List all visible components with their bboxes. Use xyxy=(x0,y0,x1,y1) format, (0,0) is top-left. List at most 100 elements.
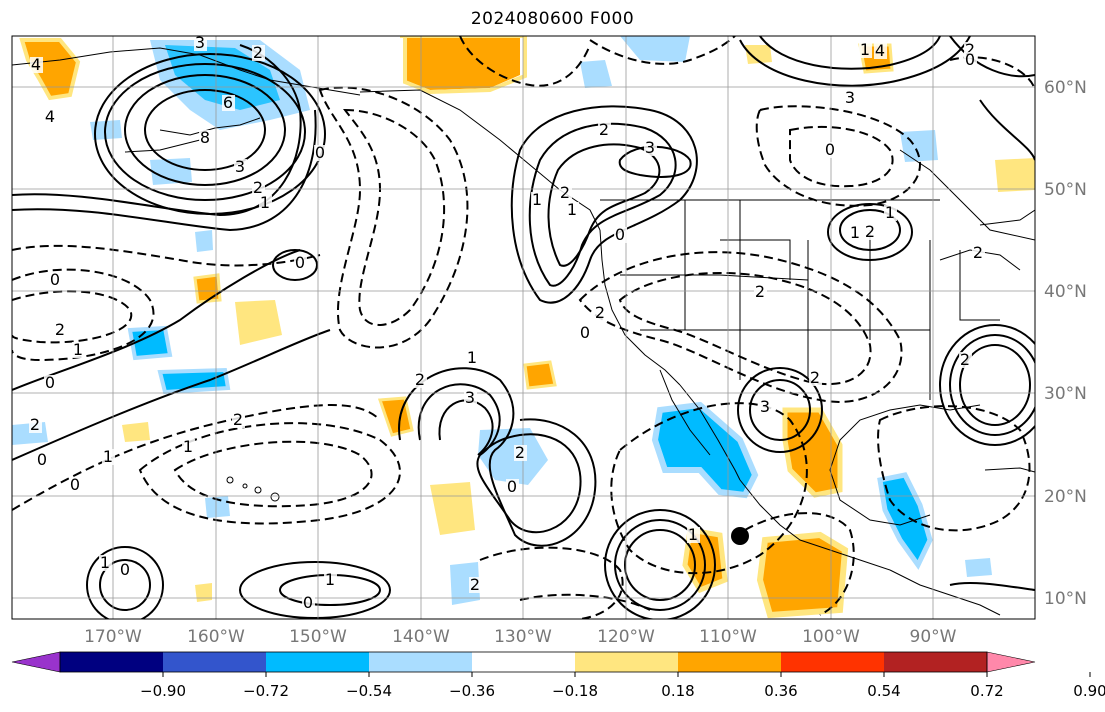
contour-label-bg xyxy=(579,325,592,341)
contour-label-bg xyxy=(234,159,247,175)
colorbar-bin xyxy=(472,652,576,672)
graticule xyxy=(12,36,1035,619)
contour-label-bg xyxy=(49,272,62,288)
contour-label-bg xyxy=(466,350,479,366)
colorbar-tick-label: −0.72 xyxy=(243,682,289,700)
contour-label: 2 xyxy=(253,178,263,197)
contour-label-bg xyxy=(102,449,115,465)
contour-label-bg xyxy=(824,142,837,158)
contour-label: 2 xyxy=(973,243,983,262)
contour-label-bg xyxy=(849,225,862,241)
lat-label: 50°N xyxy=(1044,180,1087,200)
contour-label-bg xyxy=(874,43,887,59)
colorbar-min-extend xyxy=(11,651,61,673)
shaded-anomalies xyxy=(12,36,1035,619)
contour-label: 1 xyxy=(850,223,860,242)
contour-label-bg xyxy=(469,577,482,593)
contour-label: 2 xyxy=(560,183,570,202)
contour-label-bg xyxy=(36,452,49,468)
storm-center-marker xyxy=(731,527,749,545)
contour-label-bg xyxy=(964,52,977,68)
contour-label-bg xyxy=(294,255,307,271)
contour-label: 2 xyxy=(253,43,263,62)
contour-label-bg xyxy=(644,140,657,156)
contour-label: 1 xyxy=(885,203,895,222)
contour-label: 1 xyxy=(260,193,270,212)
contour-label: 1 xyxy=(325,570,335,589)
lon-label: 160°W xyxy=(187,627,245,647)
contour-label-bg xyxy=(884,205,897,221)
contour-label: 2 xyxy=(965,40,975,59)
contour-label-bg xyxy=(506,479,519,495)
contour-label-bg xyxy=(531,192,544,208)
contour-label-bg xyxy=(182,439,195,455)
colorbar-bin xyxy=(266,652,370,672)
colorbar-bin xyxy=(60,652,164,672)
colorbar-tick-label: 0.72 xyxy=(970,682,1003,700)
contour-label-bg xyxy=(99,555,112,571)
contour-label-bg xyxy=(959,352,972,368)
contour-label-bg xyxy=(30,57,43,73)
contour-label: 0 xyxy=(120,560,130,579)
contour-label: 3 xyxy=(465,388,475,407)
contour-label: 0 xyxy=(315,143,325,162)
contour-label-bg xyxy=(464,390,477,406)
lat-label: 30°N xyxy=(1044,384,1087,404)
contour-label: 1 xyxy=(688,525,698,544)
contour-label: 1 xyxy=(73,340,83,359)
colorbar-bin xyxy=(575,652,679,672)
contour-label: 0 xyxy=(825,140,835,159)
contour-label: 1 xyxy=(100,553,110,572)
contour-label-bg xyxy=(302,595,315,611)
contour-label-bg xyxy=(844,90,857,106)
contour-label-bg xyxy=(864,224,877,240)
lon-axis: 170°W 160°W 150°W 140°W 130°W 120°W 110°… xyxy=(84,627,957,647)
contour-label-bg xyxy=(199,130,212,146)
contour-label: 0 xyxy=(37,450,47,469)
colorbar-tick-label: 0.54 xyxy=(867,682,900,700)
contour-label-bg xyxy=(614,227,627,243)
contour-label-bg xyxy=(759,399,772,415)
contour-label-bg xyxy=(44,375,57,391)
colorbar: −0.90 −0.72 −0.54 −0.36 −0.18 0.18 0.36 0.54 0.7… xyxy=(11,651,1105,700)
contour-label-bg xyxy=(566,202,579,218)
contour-label: 4 xyxy=(45,107,55,126)
lon-label: 170°W xyxy=(84,627,142,647)
contour-label: 0 xyxy=(303,593,313,612)
contour-label: 2 xyxy=(595,303,605,322)
contour-label-bg xyxy=(252,180,265,196)
contour-label-bg xyxy=(754,284,767,300)
contour-label: 3 xyxy=(645,138,655,157)
lat-label: 10°N xyxy=(1044,589,1087,609)
contour-label: 2 xyxy=(470,575,480,594)
lat-label: 60°N xyxy=(1044,78,1087,98)
contour-label-bg xyxy=(594,305,607,321)
contour-label: 2 xyxy=(55,320,65,339)
colorbar-tick-label: −0.90 xyxy=(140,682,186,700)
contour-label-bg xyxy=(314,145,327,161)
contour-label: 3 xyxy=(760,397,770,416)
colorbar-bin xyxy=(369,652,473,672)
contour-label-bg xyxy=(514,445,527,461)
contour-label-bg xyxy=(252,45,265,61)
lon-label: 130°W xyxy=(494,627,552,647)
contour-label: 2 xyxy=(233,410,243,429)
contour-label: 1 xyxy=(567,200,577,219)
contour-label-bg xyxy=(232,412,245,428)
contour-label: 2 xyxy=(865,222,875,241)
contour-label-bg xyxy=(809,370,822,386)
colorbar-tick-label: 0.90 xyxy=(1073,682,1105,700)
contour-label: 1 xyxy=(532,190,542,209)
colorbar-tick-label: −0.36 xyxy=(449,682,495,700)
colorbar-frame xyxy=(59,651,988,673)
contour-label-bg xyxy=(414,372,427,388)
colorbar-bin xyxy=(163,652,267,672)
contour-label-bg xyxy=(29,417,42,433)
contour-label: 1 xyxy=(183,437,193,456)
contour-label: 1 xyxy=(860,40,870,59)
contour-label-bg xyxy=(119,562,132,578)
contour-label: 0 xyxy=(965,50,975,69)
contour-label: 3 xyxy=(195,33,205,52)
contour-label: 2 xyxy=(30,415,40,434)
